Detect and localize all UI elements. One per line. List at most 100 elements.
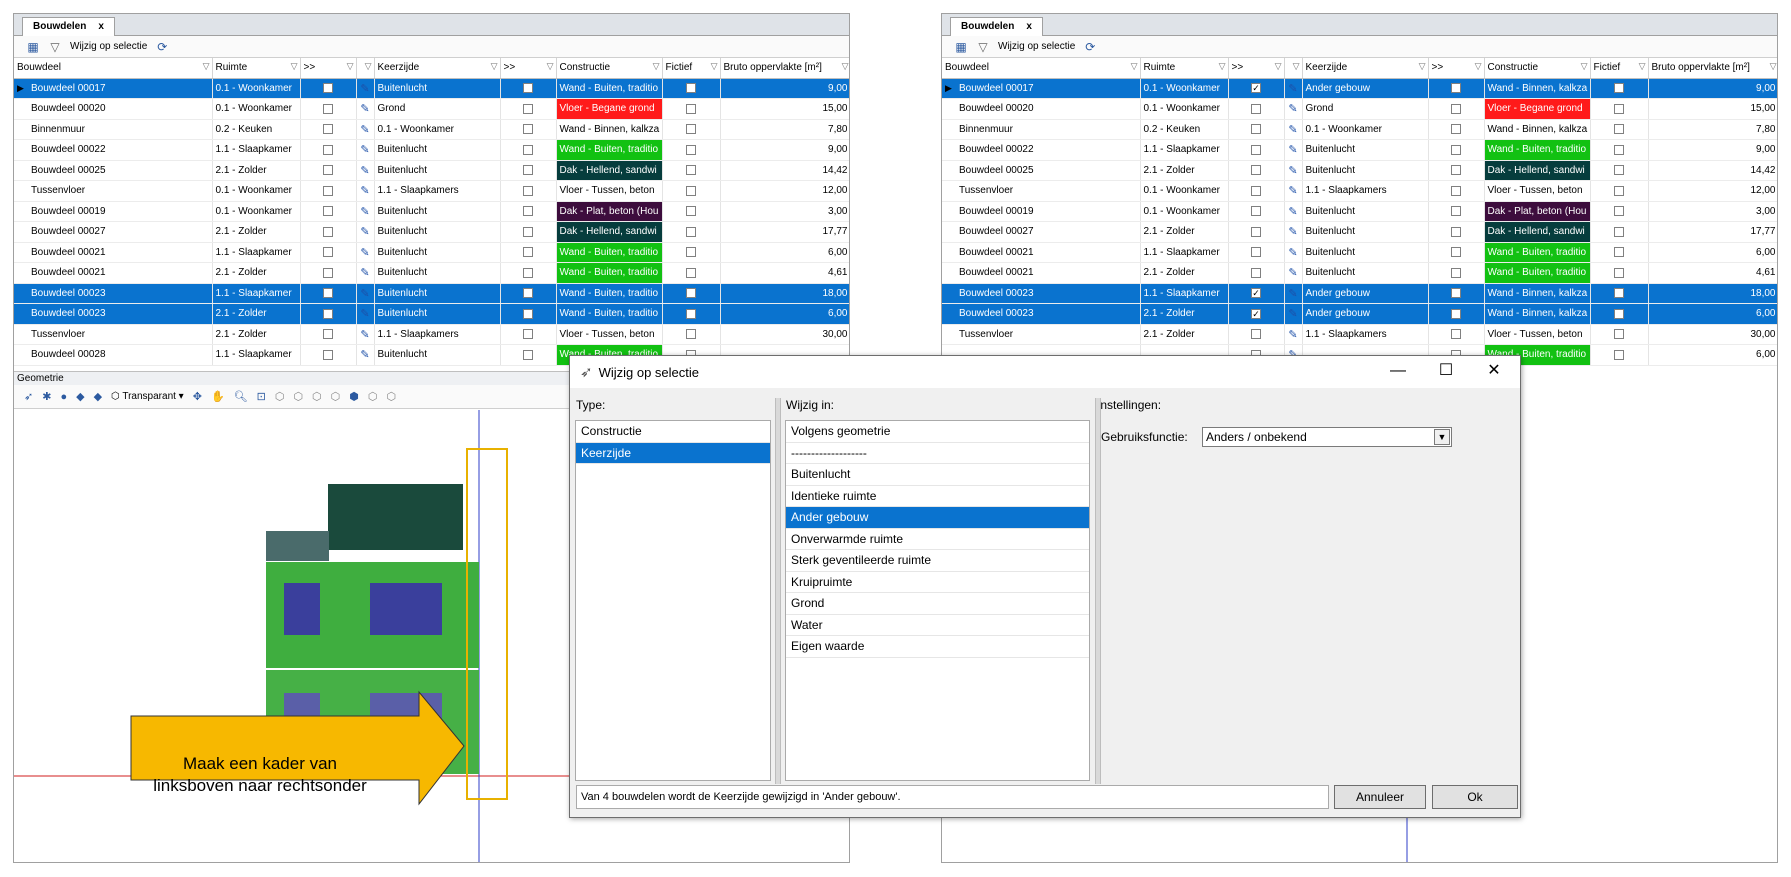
fictief-cell[interactable] — [1590, 221, 1649, 243]
checkbox[interactable] — [686, 226, 696, 237]
filter-icon[interactable]: ▽ — [490, 61, 498, 71]
checkbox[interactable] — [323, 185, 333, 196]
keerzijde-link-cell[interactable] — [300, 139, 357, 161]
column-header[interactable]: Ruimte ▽ — [1140, 58, 1229, 79]
wijzig-item[interactable]: Sterk geventileerde ruimte — [786, 550, 1089, 572]
checkbox[interactable] — [1251, 206, 1261, 217]
edit-cell[interactable]: ✎ — [356, 119, 375, 140]
edit-cell[interactable]: ✎ — [356, 78, 375, 99]
checkbox[interactable] — [1451, 144, 1461, 155]
edit-cell[interactable]: ✎ — [1284, 160, 1303, 181]
keerzijde-link-cell[interactable] — [1228, 180, 1285, 202]
edit-cell[interactable]: ✎ — [356, 98, 375, 120]
pencil-icon[interactable]: ✎ — [1288, 164, 1298, 177]
table-row[interactable]: Bouwdeel 00021 2.1 - Zolder ✎ Buitenlucht Wa… — [942, 262, 1777, 284]
checkbox[interactable] — [323, 267, 333, 278]
checkbox[interactable] — [323, 144, 333, 155]
filter-icon[interactable]: ▽ — [290, 61, 298, 71]
pencil-icon[interactable]: ✎ — [360, 205, 370, 218]
close-icon[interactable]: x — [1026, 21, 1032, 32]
table-row[interactable]: Bouwdeel 00023 2.1 - Zolder ✓ ✎ Ander gebouw… — [942, 303, 1777, 325]
keerzijde-link-cell[interactable] — [1228, 221, 1285, 243]
fictief-cell[interactable] — [1590, 303, 1649, 325]
constructie-link-cell[interactable] — [1428, 119, 1485, 140]
edit-cell[interactable]: ✎ — [1284, 262, 1303, 284]
constructie-link-cell[interactable] — [500, 283, 557, 304]
constructie-link-cell[interactable] — [1428, 180, 1485, 202]
column-header[interactable]: >> ▽ — [500, 58, 557, 79]
pencil-icon[interactable]: ✎ — [1288, 185, 1298, 198]
constructie-link-cell[interactable] — [1428, 242, 1485, 263]
checkbox[interactable] — [323, 165, 333, 176]
pencil-icon[interactable]: ✎ — [360, 185, 370, 198]
constructie-link-cell[interactable] — [500, 201, 557, 222]
checkbox[interactable] — [686, 267, 696, 278]
checkbox[interactable] — [523, 206, 533, 217]
pencil-icon[interactable]: ✎ — [1288, 287, 1298, 300]
wijzig-item[interactable]: Grond — [786, 593, 1089, 615]
constructie-link-cell[interactable] — [500, 139, 557, 161]
table-row[interactable]: Bouwdeel 00021 2.1 - Zolder ✎ Buitenlucht Wa… — [14, 262, 849, 284]
edit-cell[interactable]: ✎ — [1284, 283, 1303, 304]
edit-cell[interactable]: ✎ — [356, 160, 375, 181]
table-row[interactable]: Bouwdeel 00020 0.1 - Woonkamer ✎ Grond Vloer… — [14, 98, 849, 120]
checkbox[interactable] — [1251, 165, 1261, 176]
constructie-link-cell[interactable] — [500, 180, 557, 202]
edit-cell[interactable]: ✎ — [356, 221, 375, 243]
checkbox[interactable] — [1451, 329, 1461, 340]
minimize-icon[interactable]: — — [1390, 362, 1406, 379]
checkbox[interactable] — [523, 308, 533, 319]
fictief-cell[interactable] — [662, 119, 721, 140]
constructie-link-cell[interactable] — [1428, 201, 1485, 222]
column-header[interactable]: Bruto oppervlakte [m²] ▽ — [1648, 58, 1777, 79]
checkbox[interactable] — [686, 165, 696, 176]
table-row[interactable]: Bouwdeel 00022 1.1 - Slaapkamer ✎ Buitenluc… — [14, 139, 849, 161]
table-row[interactable]: Bouwdeel 00021 1.1 - Slaapkamer ✎ Buitenluc… — [942, 242, 1777, 263]
edit-cell[interactable]: ✎ — [1284, 139, 1303, 161]
checkbox[interactable] — [523, 349, 533, 360]
table-icon[interactable]: ▦ — [27, 39, 39, 54]
checkbox[interactable] — [1614, 329, 1624, 340]
refresh-icon[interactable]: ⟳ — [157, 39, 168, 54]
constructie-link-cell[interactable] — [1428, 78, 1485, 99]
keerzijde-link-cell[interactable] — [300, 160, 357, 181]
fictief-cell[interactable] — [662, 180, 721, 202]
table-row[interactable]: Bouwdeel 00021 1.1 - Slaapkamer ✎ Buitenluc… — [14, 242, 849, 263]
pencil-icon[interactable]: ✎ — [360, 267, 370, 280]
refresh-icon[interactable]: ⟳ — [1085, 39, 1096, 54]
pencil-icon[interactable]: ✎ — [1288, 205, 1298, 218]
keerzijde-link-cell[interactable] — [1228, 139, 1285, 161]
edit-cell[interactable]: ✎ — [1284, 242, 1303, 263]
checkbox[interactable] — [686, 206, 696, 217]
move-icon[interactable]: ✥ — [192, 391, 202, 403]
checkbox[interactable] — [523, 288, 533, 299]
wijzig-item[interactable]: Onverwarmde ruimte — [786, 529, 1089, 550]
checkbox[interactable] — [323, 206, 333, 217]
filter-icon[interactable]: ▽ — [1638, 61, 1646, 71]
fictief-cell[interactable] — [1590, 262, 1649, 284]
checkbox[interactable] — [1451, 124, 1461, 135]
pencil-icon[interactable]: ✎ — [360, 308, 370, 321]
wijzig-item[interactable]: Water — [786, 615, 1089, 636]
checkbox[interactable] — [523, 226, 533, 237]
checkbox[interactable] — [523, 247, 533, 258]
checkbox[interactable] — [1614, 83, 1624, 94]
column-header[interactable]: >> ▽ — [1428, 58, 1485, 79]
wijzig-in-listbox[interactable]: Volgens geometrie ------------------- Buit… — [785, 420, 1090, 781]
checkbox[interactable] — [1451, 83, 1461, 94]
edit-cell[interactable]: ✎ — [1284, 180, 1303, 202]
edit-cell[interactable]: ✎ — [356, 139, 375, 161]
keerzijde-link-cell[interactable] — [1228, 324, 1285, 345]
fictief-cell[interactable] — [662, 324, 721, 345]
constructie-link-cell[interactable] — [500, 160, 557, 181]
keerzijde-link-cell[interactable] — [1228, 98, 1285, 120]
keerzijde-link-cell[interactable] — [1228, 160, 1285, 181]
tab-bouwdelen[interactable]: Bouwdelen x — [22, 17, 115, 36]
filter-icon[interactable]: ▽ — [346, 61, 354, 71]
checkbox[interactable] — [523, 267, 533, 278]
keerzijde-link-cell[interactable] — [300, 78, 357, 99]
zoom-icon[interactable]: 🔍︎ — [233, 391, 248, 403]
table-row[interactable]: Bouwdeel 00027 2.1 - Zolder ✎ Buitenlucht Da… — [14, 221, 849, 243]
edit-cell[interactable]: ✎ — [1284, 324, 1303, 345]
keerzijde-link-cell[interactable]: ✓ — [1228, 283, 1285, 304]
